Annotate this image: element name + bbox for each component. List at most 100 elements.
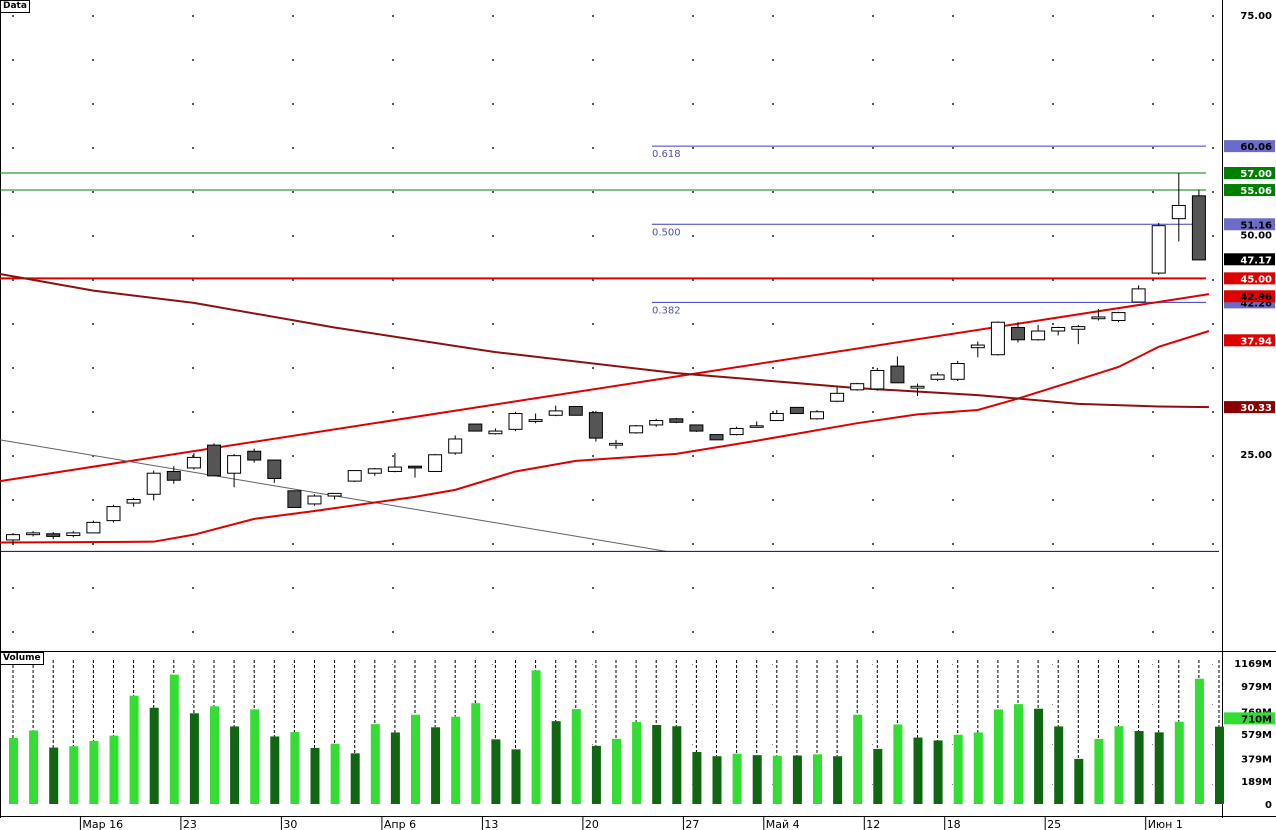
grid-dot <box>772 704 773 705</box>
volume-bar <box>551 721 561 804</box>
volume-panel-label: Volume <box>0 652 44 665</box>
candle-body <box>669 418 684 423</box>
grid-dot <box>872 103 874 105</box>
candle-body <box>729 427 744 436</box>
grid-dot <box>592 587 594 589</box>
candles <box>6 173 1206 544</box>
candle-body <box>1111 312 1126 321</box>
grid-dot <box>292 631 294 633</box>
volume-bar <box>591 745 601 804</box>
grid-dot <box>872 499 874 501</box>
volume-bar <box>49 747 59 804</box>
grid-dot <box>692 744 693 745</box>
price-axis: 75.00 50.00 25.00 60.06 57.00 55.06 51.16 45.00… <box>1224 11 1275 461</box>
grid-dot <box>12 587 14 589</box>
grid-dot <box>392 103 394 105</box>
time-tick-label: 27 <box>685 818 699 830</box>
candle-body <box>749 425 764 428</box>
volume-bar <box>612 738 621 804</box>
volume-bar <box>350 753 360 804</box>
grid-dot <box>1052 704 1053 705</box>
grid-dot <box>12 631 14 633</box>
time-tick-label: 30 <box>283 818 297 830</box>
grid-dot <box>692 235 694 237</box>
volume-bar <box>290 732 300 804</box>
candle-body <box>568 405 583 416</box>
grid-dot <box>12 367 14 369</box>
volume-bar <box>230 726 240 804</box>
volume-bar <box>1215 726 1224 804</box>
candle-body <box>1011 326 1025 341</box>
candle-body <box>488 430 503 435</box>
grid-dot <box>772 455 774 457</box>
grid-dot <box>292 323 294 325</box>
volume-bar <box>1054 726 1064 804</box>
grid-dot <box>692 543 694 545</box>
candle-body <box>327 492 342 497</box>
fib-label: 0.382 <box>652 305 681 316</box>
grid-dot <box>92 59 94 61</box>
volume-bar <box>210 706 219 804</box>
grid-dot <box>952 455 954 457</box>
grid-dot <box>292 455 294 457</box>
grid-dot <box>1052 499 1054 501</box>
volume-bar <box>1174 721 1184 804</box>
grid-dot <box>92 543 94 545</box>
grid-dot <box>92 235 94 237</box>
grid-dot <box>12 704 13 705</box>
grid-dot <box>952 631 954 633</box>
volume-bar <box>933 740 943 804</box>
grid-dot <box>1152 411 1154 413</box>
grid-dot <box>692 323 694 325</box>
grid-dot <box>1152 543 1154 545</box>
candle-body <box>1071 326 1086 330</box>
grid-dot <box>192 704 193 705</box>
grid-dot <box>872 543 874 545</box>
grid-dot <box>1152 15 1154 17</box>
candle-body <box>990 321 1005 356</box>
volume-bar <box>149 707 159 804</box>
moving-average-line <box>0 272 1209 409</box>
time-tick-label: Июн 1 <box>1148 818 1183 830</box>
volume-bar <box>411 714 420 804</box>
grid-dot <box>1212 543 1214 545</box>
grid-dot <box>1052 279 1054 281</box>
grid-dot <box>592 744 593 745</box>
grid-dot <box>872 279 874 281</box>
volume-bar <box>1134 731 1144 804</box>
grid-dot <box>92 704 93 705</box>
candle-body <box>789 406 804 415</box>
level-box <box>1224 184 1275 197</box>
candle-body <box>1091 316 1106 320</box>
grid-dot <box>492 704 493 705</box>
grid-dot <box>952 543 954 545</box>
candle-body <box>86 521 101 534</box>
grid-dot <box>952 147 954 149</box>
grid-dots <box>12 15 1214 785</box>
time-tick-label: 18 <box>947 818 961 830</box>
candle-body <box>890 365 905 384</box>
grid-dot <box>1152 499 1154 501</box>
grid-dot <box>1212 744 1213 745</box>
grid-dot <box>772 59 774 61</box>
grid-dot <box>772 499 774 501</box>
grid-dot <box>392 455 394 457</box>
grid-dot <box>772 744 773 745</box>
candle-body <box>408 465 422 469</box>
grid-dot <box>772 587 774 589</box>
volume-bar <box>270 736 280 804</box>
candle-body <box>66 532 81 537</box>
grid-dot <box>952 323 954 325</box>
price-box-label: 47.17 <box>1240 255 1272 266</box>
grid-dot <box>1052 15 1054 17</box>
grid-dot <box>692 103 694 105</box>
level-box-label: 51.16 <box>1240 220 1272 231</box>
grid-dot <box>492 499 494 501</box>
candle-body <box>267 459 282 479</box>
grid-dot <box>392 59 394 61</box>
grid-dot <box>592 191 594 193</box>
grid-dot <box>1212 704 1213 705</box>
volume-bar <box>1034 708 1044 804</box>
grid-dot <box>392 543 394 545</box>
moving-average-line <box>0 330 1210 544</box>
